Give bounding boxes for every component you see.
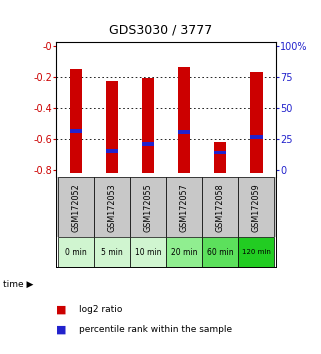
Bar xyxy=(238,237,274,267)
Text: GSM172057: GSM172057 xyxy=(180,183,189,232)
Bar xyxy=(214,142,227,173)
Text: ■: ■ xyxy=(56,305,67,315)
Bar xyxy=(178,130,190,133)
Text: 120 min: 120 min xyxy=(242,249,271,255)
Bar xyxy=(70,69,82,173)
Text: time ▶: time ▶ xyxy=(3,280,34,289)
Bar xyxy=(250,72,263,173)
Bar xyxy=(58,237,94,267)
Bar xyxy=(142,78,154,173)
Bar xyxy=(70,129,82,133)
Text: GSM172053: GSM172053 xyxy=(108,183,117,232)
Bar xyxy=(142,142,154,146)
Bar xyxy=(130,237,166,267)
Text: 5 min: 5 min xyxy=(101,248,123,257)
Text: 10 min: 10 min xyxy=(135,248,161,257)
Bar xyxy=(58,177,94,237)
Bar xyxy=(250,135,263,139)
Text: GSM172055: GSM172055 xyxy=(143,183,152,232)
Bar xyxy=(94,177,130,237)
Bar xyxy=(202,177,238,237)
Text: GSM172052: GSM172052 xyxy=(72,183,81,232)
Bar xyxy=(106,149,118,153)
Bar xyxy=(94,237,130,267)
Bar xyxy=(130,177,166,237)
Bar xyxy=(214,150,227,154)
Text: percentile rank within the sample: percentile rank within the sample xyxy=(79,325,232,335)
Bar xyxy=(178,67,190,173)
Text: GSM172058: GSM172058 xyxy=(216,183,225,232)
Bar xyxy=(238,177,274,237)
Bar xyxy=(106,81,118,173)
Text: GSM172059: GSM172059 xyxy=(252,183,261,232)
Bar xyxy=(166,237,202,267)
Text: GDS3030 / 3777: GDS3030 / 3777 xyxy=(109,23,212,36)
Bar xyxy=(202,237,238,267)
Bar xyxy=(166,177,202,237)
Text: 60 min: 60 min xyxy=(207,248,233,257)
Text: 20 min: 20 min xyxy=(171,248,197,257)
Text: log2 ratio: log2 ratio xyxy=(79,305,122,314)
Text: ■: ■ xyxy=(56,325,67,335)
Text: 0 min: 0 min xyxy=(65,248,87,257)
